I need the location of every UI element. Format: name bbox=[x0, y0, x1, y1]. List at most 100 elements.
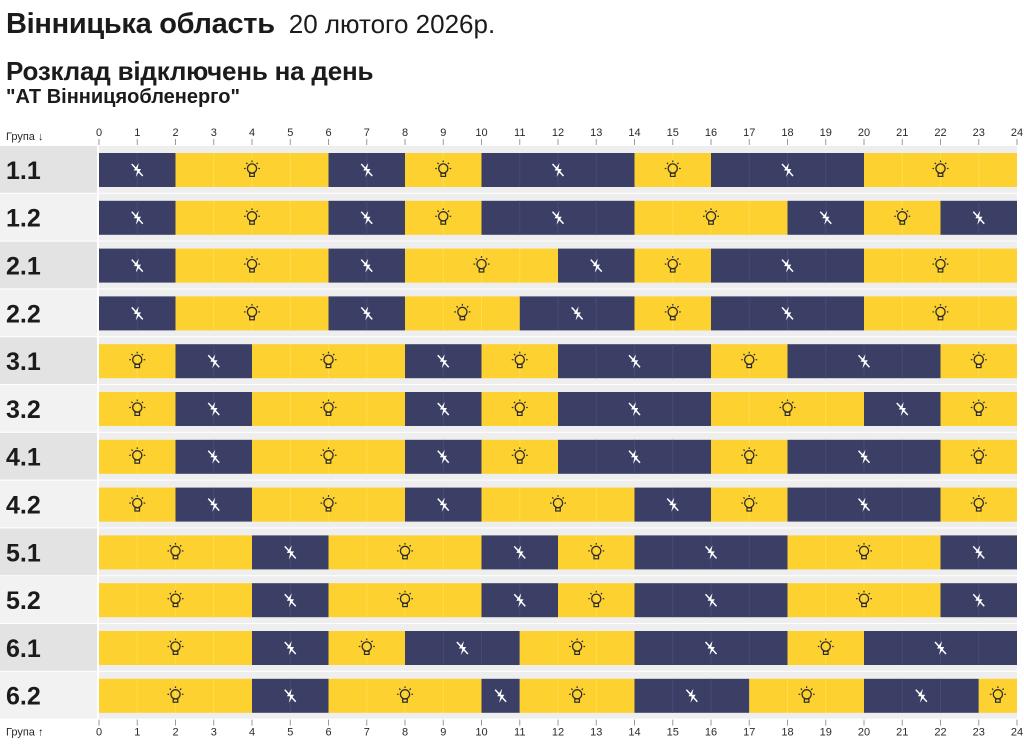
lightbulb-icon-ray bbox=[523, 401, 526, 404]
lightbulb-icon-ray bbox=[398, 592, 401, 595]
lightbulb-icon-base bbox=[574, 650, 581, 656]
lightbulb-icon bbox=[569, 638, 586, 656]
power-off-icon bbox=[437, 449, 450, 464]
lightbulb-icon bbox=[588, 542, 605, 560]
power-off-icon bbox=[207, 497, 220, 512]
bottom-tick-label: 20 bbox=[858, 727, 870, 739]
power-off-icon bbox=[456, 641, 469, 655]
row-label-bg bbox=[0, 480, 97, 529]
lightbulb-icon bbox=[435, 208, 452, 225]
lightbulb-icon-ray bbox=[676, 162, 679, 165]
power-off-icon bbox=[781, 306, 794, 321]
lightbulb-icon-ray bbox=[676, 305, 679, 308]
lightbulb-icon-ray bbox=[332, 496, 335, 500]
power-off-icon-strike bbox=[628, 354, 641, 368]
lightbulb-icon-ray bbox=[800, 688, 803, 691]
lightbulb-icon-base bbox=[669, 172, 676, 178]
power-off-icon-strike bbox=[819, 211, 832, 225]
power-off-icon-strike bbox=[437, 402, 450, 416]
lightbulb-icon-ray bbox=[590, 592, 593, 595]
bottom-tick-label: 15 bbox=[667, 727, 679, 739]
lightbulb-icon-ray bbox=[256, 257, 259, 261]
lightbulb-icon-ray bbox=[868, 592, 871, 595]
power-off-icon-strike bbox=[284, 593, 297, 607]
lightbulb-icon-base bbox=[937, 172, 944, 178]
power-off-icon bbox=[915, 688, 928, 703]
lightbulb-icon bbox=[397, 686, 413, 703]
bottom-tick-label: 7 bbox=[364, 727, 370, 739]
power-off-icon bbox=[513, 593, 526, 608]
power-off-icon bbox=[360, 258, 373, 273]
lightbulb-icon-base bbox=[134, 363, 141, 369]
lightbulb-icon-base bbox=[574, 698, 581, 703]
power-off-icon bbox=[857, 497, 871, 512]
group-label: 3.2 bbox=[6, 396, 41, 424]
lightbulb-icon bbox=[397, 542, 413, 560]
lightbulb-icon bbox=[894, 208, 911, 225]
lightbulb-icon-ray bbox=[868, 544, 871, 547]
lightbulb-icon-base bbox=[593, 602, 600, 608]
top-tick-label: 24 bbox=[1011, 127, 1023, 139]
power-off-icon bbox=[207, 354, 220, 369]
lightbulb-icon bbox=[569, 686, 586, 703]
lightbulb-icon-ray bbox=[513, 353, 516, 356]
lightbulb-icon-ray bbox=[982, 449, 985, 452]
top-tick-label: 2 bbox=[172, 127, 178, 139]
bottom-tick-label: 22 bbox=[934, 727, 946, 739]
lightbulb-icon-ray bbox=[141, 353, 144, 356]
title-line: Вінницька область 20 лютого 2026р. bbox=[6, 8, 495, 41]
group-label: 4.1 bbox=[6, 444, 41, 472]
lightbulb-icon-ray bbox=[256, 210, 259, 213]
lightbulb-icon bbox=[550, 495, 566, 512]
lightbulb-icon-base bbox=[746, 363, 753, 369]
lightbulb-icon-ray bbox=[972, 496, 975, 500]
bottom-tick-label: 11 bbox=[514, 727, 525, 739]
lightbulb-icon-ray bbox=[666, 162, 669, 165]
bottom-tick-label: 13 bbox=[590, 727, 602, 739]
lightbulb-icon bbox=[244, 256, 260, 273]
row-label-bg bbox=[0, 193, 97, 242]
power-off-icon bbox=[360, 163, 373, 177]
row-label-bg bbox=[0, 146, 97, 194]
lightbulb-icon-ray bbox=[409, 592, 412, 595]
lightbulb-icon bbox=[244, 160, 260, 178]
power-off-icon-strike bbox=[513, 593, 526, 607]
lightbulb-icon bbox=[244, 208, 260, 225]
lightbulb-icon bbox=[320, 399, 337, 417]
lightbulb-icon-ray bbox=[141, 496, 144, 500]
lightbulb-icon bbox=[970, 399, 987, 417]
bottom-tick-label: 16 bbox=[705, 727, 717, 739]
lightbulb-icon-base bbox=[822, 650, 829, 656]
power-off-icon-strike bbox=[972, 545, 985, 559]
lightbulb-icon bbox=[167, 542, 184, 560]
lightbulb-icon-ray bbox=[169, 592, 172, 595]
power-off-icon bbox=[934, 641, 947, 655]
power-off-icon bbox=[704, 593, 718, 608]
lightbulb-icon-ray bbox=[332, 449, 335, 452]
lightbulb-icon-ray bbox=[590, 544, 593, 547]
lightbulb-icon-ray bbox=[676, 257, 679, 261]
lightbulb-icon bbox=[932, 160, 949, 178]
lightbulb-icon bbox=[989, 686, 1006, 703]
lightbulb-icon-base bbox=[861, 555, 867, 560]
lightbulb-icon-ray bbox=[256, 162, 259, 165]
top-tick-label: 7 bbox=[364, 127, 370, 139]
power-off-icon-strike bbox=[437, 450, 450, 464]
bottom-tick-label: 17 bbox=[743, 727, 755, 739]
lightbulb-icon-ray bbox=[857, 592, 860, 595]
lightbulb-icon bbox=[320, 495, 337, 512]
power-off-icon-strike bbox=[781, 259, 794, 273]
power-off-icon-strike bbox=[360, 163, 373, 177]
power-off-icon-strike bbox=[781, 306, 794, 320]
lightbulb-icon-ray bbox=[753, 353, 756, 356]
top-tick-label: 1 bbox=[134, 127, 140, 139]
lightbulb-icon-ray bbox=[169, 544, 172, 547]
power-off-icon bbox=[284, 593, 297, 608]
lightbulb-icon bbox=[435, 160, 452, 178]
lightbulb-icon bbox=[167, 638, 184, 656]
lightbulb-icon-ray bbox=[666, 257, 669, 261]
lightbulb-icon-ray bbox=[332, 401, 335, 404]
top-tick-label: 15 bbox=[667, 127, 679, 139]
lightbulb-icon-base bbox=[172, 555, 179, 560]
